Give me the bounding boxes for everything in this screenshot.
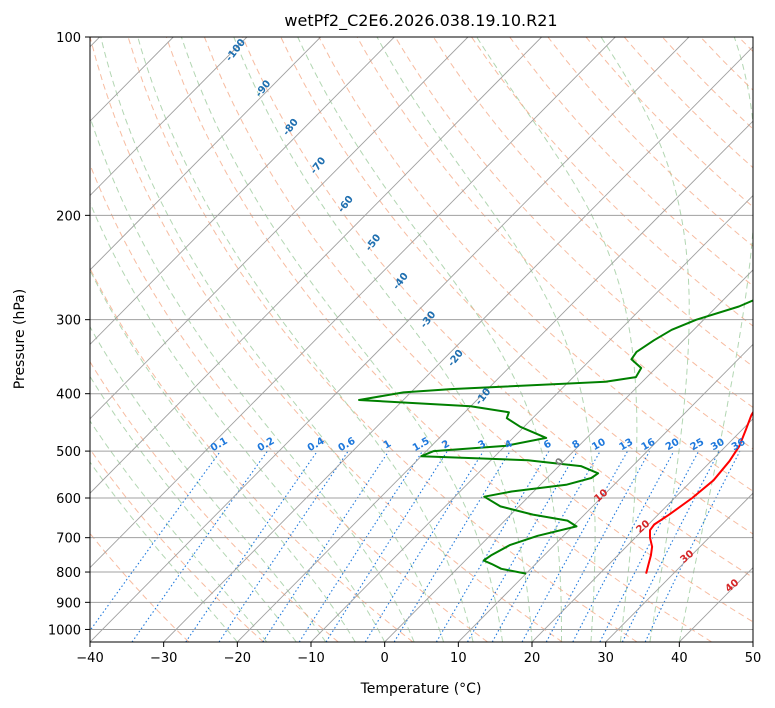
x-tick-label: 30 [597, 651, 614, 666]
mixing-ratio-line [90, 450, 221, 632]
mixing-ratio-line [218, 450, 349, 642]
mixing-ratio-label: 2 [440, 438, 452, 451]
y-tick-label: 600 [56, 492, 81, 507]
moist-adiabat-line [180, 37, 503, 642]
mixing-ratio-line [545, 450, 651, 642]
y-tick-label: 800 [56, 566, 81, 581]
isobar-gridlines [90, 37, 753, 630]
x-tick-label: −40 [76, 651, 103, 666]
isotherm-line [90, 37, 395, 345]
x-tick-label: 40 [671, 651, 688, 666]
isotherm-line [605, 492, 753, 642]
mixing-ratio-label: 4 [503, 438, 515, 451]
x-tick-label: 50 [745, 651, 762, 666]
x-tick-label: 10 [450, 651, 467, 666]
x-tick-label: −20 [224, 651, 251, 666]
y-tick-label: 900 [56, 596, 81, 611]
isotherms [90, 37, 753, 642]
mixing-ratio-line [644, 450, 741, 642]
dry-adiabat-line [318, 37, 753, 492]
mixing-ratio-line [393, 450, 511, 642]
mixing-ratio-line [262, 450, 390, 642]
isotherm-line [384, 269, 753, 642]
moist-adiabat-line [90, 375, 297, 642]
temperature-profile-line [645, 410, 753, 574]
dry-adiabats [90, 37, 753, 642]
dry-adiabat-line [90, 37, 563, 642]
y-axis-label: Pressure (hPa) [12, 289, 28, 389]
y-tick-label: 100 [56, 31, 81, 46]
dry-adiabat-line [90, 360, 339, 642]
dry-adiabat-line [471, 37, 753, 327]
y-tick-label: 200 [56, 209, 81, 224]
dry-adiabat-line [509, 37, 753, 287]
isotherm-line [90, 37, 616, 569]
mixing-ratio-label: 3 [477, 438, 489, 451]
mixing-ratio-label: 6 [542, 438, 554, 451]
profile-series [358, 299, 753, 575]
isotherm-line [90, 37, 321, 271]
isotherm-line [90, 37, 248, 197]
moist-adiabat-line [90, 325, 327, 642]
x-tick-label: 0 [381, 651, 389, 666]
mixing-ratio-line [298, 450, 423, 642]
dry-adiabat-line [90, 267, 414, 642]
x-axis-ticks: −40 −30 −20 −10 0 10 20 30 40 50 [76, 642, 761, 666]
isotherm-line [531, 418, 753, 642]
y-axis-ticks: 100 200 300 400 500 600 700 800 900 1000 [48, 31, 90, 638]
moist-adiabat-line [376, 37, 596, 642]
y-tick-label: 700 [56, 532, 81, 547]
moist-adiabat-line [233, 37, 533, 642]
dewpoint-profile-line [358, 299, 753, 575]
moist-adiabat-line [90, 461, 238, 642]
mixing-ratio-line [185, 450, 318, 642]
isotherm-line [310, 194, 753, 642]
isotherm-line [163, 46, 753, 642]
dry-adiabat-line [90, 448, 264, 642]
isotherm-line [90, 37, 542, 494]
mixing-ratio-line [572, 450, 675, 642]
dry-adiabat-line [394, 37, 753, 409]
dry-adiabat-line [356, 37, 753, 450]
moist-adiabat-line [600, 37, 690, 642]
x-axis-label: Temperature (°C) [360, 681, 482, 697]
y-tick-label: 1000 [48, 623, 81, 638]
moist-adiabat-line [678, 37, 753, 642]
dry-adiabat-line [203, 37, 753, 623]
dry-adiabat-line [127, 37, 638, 642]
y-tick-label: 500 [56, 445, 81, 460]
plot-frame [89, 36, 754, 643]
isotherm-line [90, 37, 469, 420]
mixing-ratio-line [521, 450, 629, 642]
isotherm-line [237, 120, 753, 642]
moist-adiabat-line [90, 420, 268, 642]
isotherm-line [458, 343, 753, 642]
x-tick-label: 20 [524, 651, 541, 666]
mixing-ratio-line [364, 450, 484, 642]
mixing-ratio-label: 8 [571, 438, 583, 451]
moist-adiabat-line [90, 201, 386, 642]
x-tick-label: −10 [297, 651, 324, 666]
moist-adiabat-line [90, 269, 356, 642]
y-tick-label: 400 [56, 388, 81, 403]
y-tick-label: 300 [56, 314, 81, 329]
isotherm-line [90, 37, 690, 642]
moist-adiabat-line [476, 37, 638, 642]
x-tick-label: −30 [150, 651, 177, 666]
dry-adiabat-line [242, 37, 753, 579]
dry-adiabat-line [165, 37, 712, 642]
dry-adiabat-line [432, 37, 753, 368]
mixing-ratio-label: 1 [382, 438, 394, 451]
chart-title: wetPf2_C2E6.2026.038.19.10.R21 [284, 11, 557, 31]
moist-adiabat-line [137, 37, 474, 642]
mixing-ratio-line [325, 450, 448, 642]
moist-adiabat-line [100, 37, 445, 642]
